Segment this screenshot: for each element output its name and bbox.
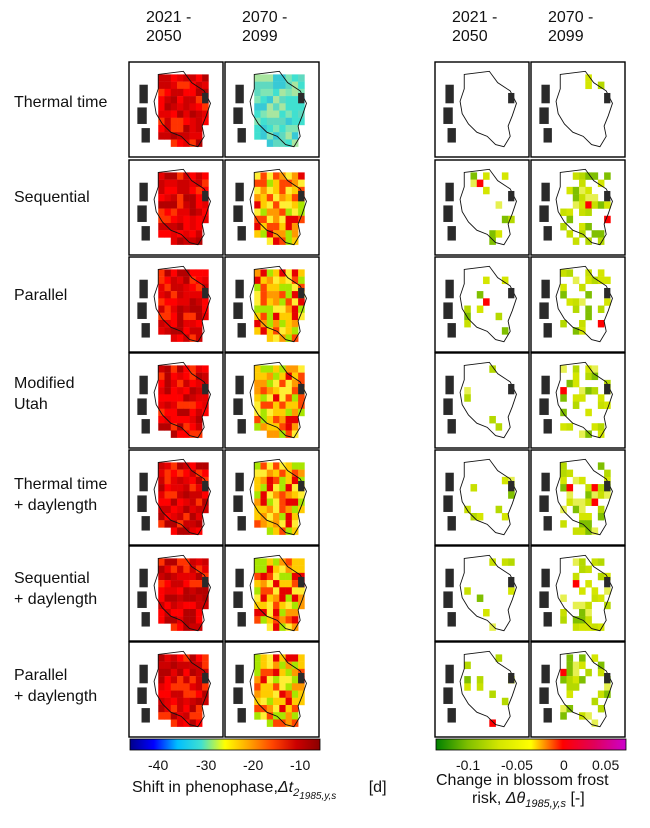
col-header-right-2: 2070 - 2099: [548, 9, 594, 45]
phenophase-colorbar: [129, 738, 321, 751]
row-label-parallel-daylength: Parallel + daylength: [14, 667, 98, 705]
map-panel: [434, 449, 530, 546]
row-label-thermal-daylength: Thermal time + daylength: [14, 476, 108, 514]
pheno-tick-1: -40: [148, 757, 169, 773]
col-header-left-2: 2070 - 2099: [242, 9, 288, 45]
col-header-left-1: 2021 - 2050: [146, 9, 192, 45]
map-panel: [530, 545, 626, 642]
map-panel: [434, 61, 530, 158]
map-panel: [530, 61, 626, 158]
frost-tick-2: -0.05: [501, 757, 533, 773]
map-panel: [224, 352, 320, 449]
row-label-sequential-daylength: Sequential + daylength: [14, 570, 98, 608]
col-header-right-1: 2021 - 2050: [452, 9, 498, 45]
map-panel: [530, 641, 626, 738]
map-panel: [224, 61, 320, 158]
map-panel: [224, 641, 320, 738]
map-panel: [128, 61, 224, 158]
map-panel: [128, 256, 224, 353]
row-label-thermal-time: Thermal time: [14, 94, 108, 111]
map-panel: [434, 352, 530, 449]
map-panel: [530, 159, 626, 256]
map-panel: [224, 159, 320, 256]
map-panel: [530, 256, 626, 353]
map-panel: [224, 449, 320, 546]
map-panel: [128, 545, 224, 642]
map-panel: [434, 545, 530, 642]
map-panel: [224, 256, 320, 353]
map-panel: [434, 256, 530, 353]
frost-tick-3: 0: [560, 757, 568, 773]
map-panel: [224, 545, 320, 642]
map-panel: [434, 641, 530, 738]
map-panel: [128, 641, 224, 738]
pheno-tick-3: -20: [243, 757, 264, 773]
pheno-tick-2: -30: [196, 757, 217, 773]
frost-tick-1: -0.1: [456, 757, 481, 773]
map-panel: [530, 449, 626, 546]
row-label-sequential: Sequential: [14, 189, 90, 206]
map-panel: [530, 352, 626, 449]
frost-colorbar-title: Change in blossom frost risk, Δθ1985,y,s…: [436, 772, 609, 811]
map-panel: [434, 159, 530, 256]
frost-tick-4: 0.05: [592, 757, 620, 773]
pheno-tick-4: -10: [290, 757, 311, 773]
map-panel: [128, 449, 224, 546]
frost-colorbar: [435, 738, 627, 751]
phenophase-colorbar-title: Shift in phenophase,Δt21985,y,s [d]: [132, 779, 387, 803]
map-panel: [128, 352, 224, 449]
map-panel: [128, 159, 224, 256]
row-label-modified-utah: Modified Utah: [14, 375, 75, 413]
row-label-parallel: Parallel: [14, 287, 68, 304]
